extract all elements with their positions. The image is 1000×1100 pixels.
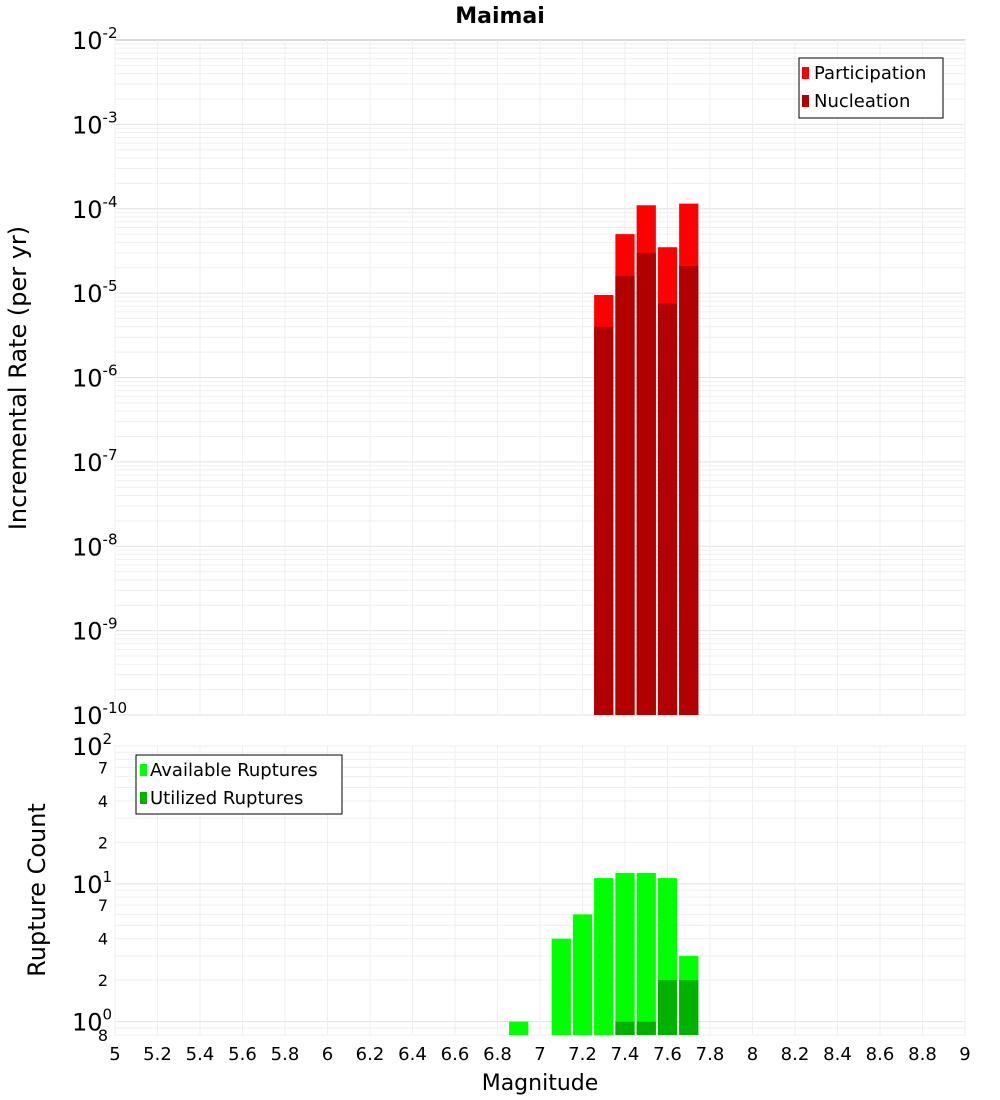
y-tick-label-minor: 7 xyxy=(98,758,108,777)
nucleation-bar xyxy=(636,252,656,715)
x-tick-label: 6.4 xyxy=(398,1044,427,1065)
y-tick-label-minor: 4 xyxy=(98,930,108,949)
rate-legend-box xyxy=(798,57,944,119)
nucleation-bar xyxy=(615,275,635,715)
legend-label-participation: Participation xyxy=(814,63,926,84)
y-tick-label: 10-7 xyxy=(72,446,118,477)
y-tick-label: 10-9 xyxy=(72,615,118,646)
y-tick-label: 102 xyxy=(72,730,112,761)
x-tick-label: 6.6 xyxy=(441,1044,470,1065)
nucleation-bar xyxy=(679,265,699,715)
x-tick-label: 7.6 xyxy=(653,1044,682,1065)
count-bars xyxy=(509,872,699,1035)
y-tick-label-minor: 8 xyxy=(98,1026,108,1045)
x-tick-label: 5.2 xyxy=(143,1044,172,1065)
y-tick-label: 100 xyxy=(72,1006,112,1037)
legend-swatch-nucleation xyxy=(802,95,809,107)
rate-y-axis-label: Incremental Rate (per yr) xyxy=(4,226,32,530)
x-tick-label: 7.2 xyxy=(568,1044,597,1065)
x-tick-label: 5.6 xyxy=(228,1044,257,1065)
legend-label-available: Available Ruptures xyxy=(150,760,318,781)
rate-bars xyxy=(594,203,699,716)
y-tick-label: 10-4 xyxy=(72,193,118,224)
x-tick-label: 8.2 xyxy=(781,1044,810,1065)
legend-swatch-participation xyxy=(802,67,809,79)
x-tick-label: 9 xyxy=(959,1044,970,1065)
available-bar xyxy=(615,872,635,1035)
x-tick-label: 5.4 xyxy=(186,1044,215,1065)
available-bar xyxy=(551,938,571,1035)
legend-label-utilized: Utilized Ruptures xyxy=(150,788,303,809)
available-bar xyxy=(594,878,614,1035)
x-tick-label: 6.2 xyxy=(356,1044,385,1065)
y-tick-label-minor: 7 xyxy=(98,896,108,915)
nucleation-bar xyxy=(594,326,614,715)
y-tick-label: 10-10 xyxy=(72,699,127,730)
rate-y-ticks: 10-2 10-3 10-4 10-5 10-6 10-7 10-8 10-9 10-10 xyxy=(72,24,127,730)
x-tick-label: 7.8 xyxy=(696,1044,725,1065)
y-tick-label: 10-2 xyxy=(72,24,118,55)
legend-label-nucleation: Nucleation xyxy=(814,91,910,112)
y-tick-label-minor: 4 xyxy=(98,792,108,811)
x-tick-label: 5 xyxy=(109,1044,120,1065)
x-axis-label: Magnitude xyxy=(482,1071,599,1096)
chart-title: Maimai xyxy=(455,4,545,29)
rate-grid xyxy=(114,40,966,716)
utilized-bar xyxy=(615,1021,635,1035)
y-tick-label: 10-6 xyxy=(72,362,118,393)
x-tick-label: 8 xyxy=(747,1044,758,1065)
available-bar xyxy=(636,872,656,1035)
count-legend: Available Ruptures Utilized Ruptures xyxy=(135,754,343,815)
count-legend-box xyxy=(135,754,343,815)
x-tick-label: 6 xyxy=(322,1044,333,1065)
y-tick-label-minor: 2 xyxy=(98,833,108,852)
nucleation-bar xyxy=(657,303,678,715)
y-tick-label: 10-3 xyxy=(72,108,118,139)
x-tick-label: 5.8 xyxy=(271,1044,300,1065)
legend-swatch-available xyxy=(140,764,147,776)
x-tick-label: 7.4 xyxy=(611,1044,640,1065)
x-tick-label: 8.4 xyxy=(823,1044,852,1065)
utilized-bar xyxy=(679,980,699,1035)
utilized-bar xyxy=(636,1021,656,1035)
y-tick-label-minor: 2 xyxy=(98,971,108,990)
y-tick-label: 10-8 xyxy=(72,530,118,561)
x-tick-label: 7 xyxy=(534,1044,545,1065)
legend-swatch-utilized xyxy=(140,792,147,804)
count-y-axis-label: Rupture Count xyxy=(23,803,51,977)
y-tick-label: 10-5 xyxy=(72,277,118,308)
x-tick-label: 6.8 xyxy=(483,1044,512,1065)
count-x-ticks: 5 5.2 5.4 5.6 5.8 6 6.2 6.4 6.6 6.8 7 7.2 7.4 7.6 7.8 8… xyxy=(109,1044,970,1065)
x-tick-label: 8.6 xyxy=(866,1044,895,1065)
utilized-bar xyxy=(657,980,678,1035)
rate-legend: Participation Nucleation xyxy=(798,57,944,119)
available-bar xyxy=(509,1021,529,1035)
x-tick-label: 8.8 xyxy=(908,1044,937,1065)
y-tick-label: 101 xyxy=(72,868,112,899)
available-bar xyxy=(572,914,593,1035)
rate-panel: 10-2 10-3 10-4 10-5 10-6 10-7 10-8 10-9 10-10 In… xyxy=(4,24,966,730)
